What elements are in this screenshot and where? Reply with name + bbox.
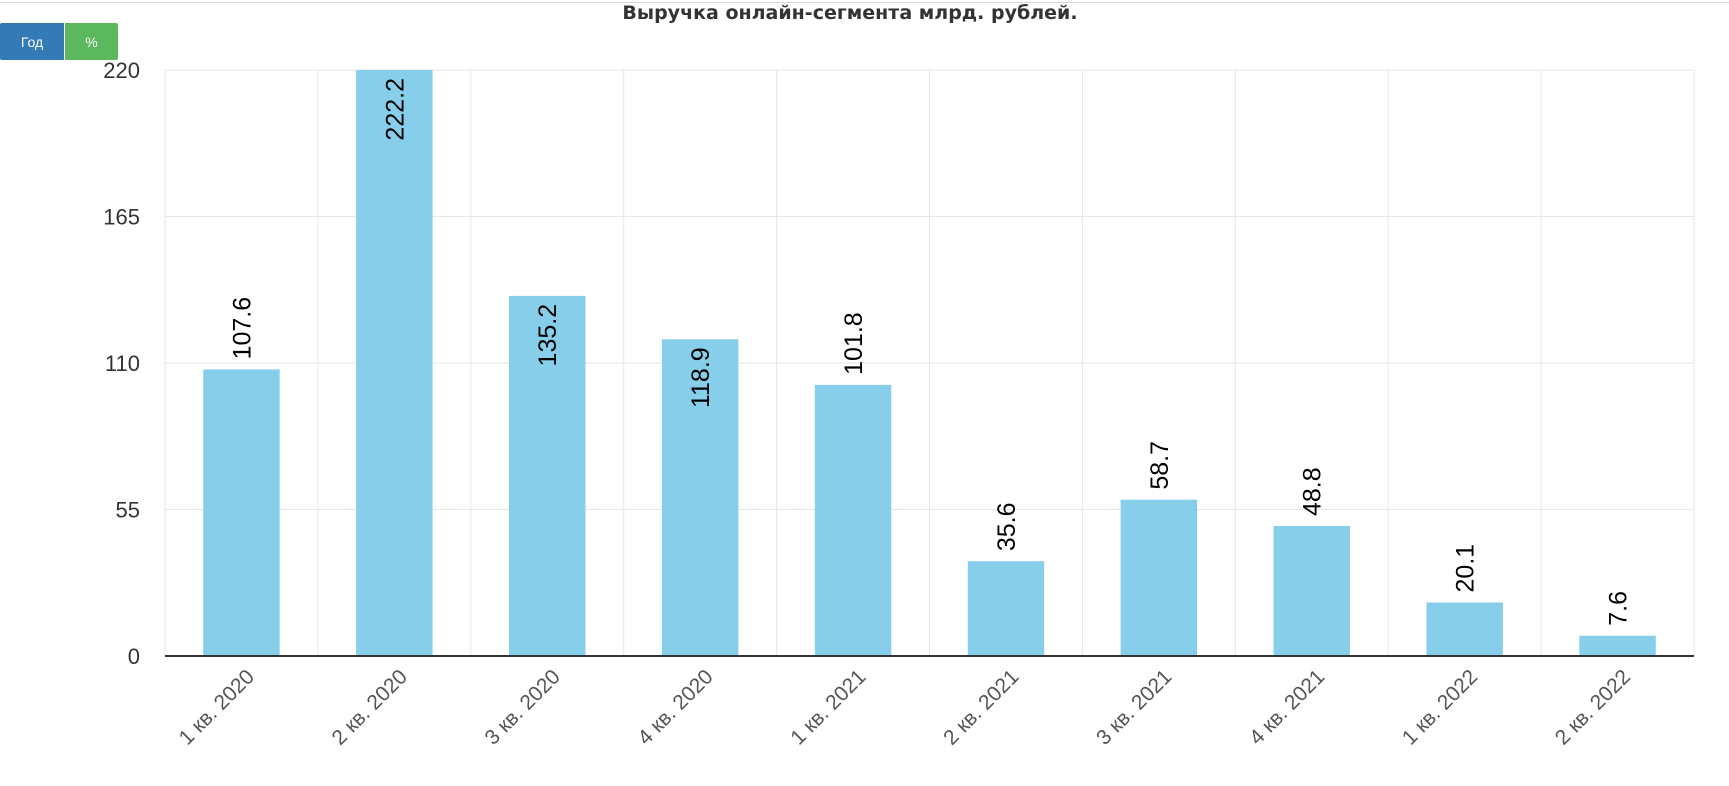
- bar: [1120, 499, 1198, 656]
- y-tick-labels: 0 55 110 165 220: [103, 58, 140, 669]
- bar: [1426, 602, 1503, 656]
- bar: [203, 369, 280, 656]
- data-label: 107.6: [228, 297, 256, 360]
- bar: [967, 561, 1045, 656]
- data-label: 20.1: [1452, 544, 1480, 593]
- period-toggle-group: Год %: [0, 23, 118, 60]
- year-button[interactable]: Год: [0, 23, 64, 60]
- data-label: 118.9: [687, 347, 715, 408]
- x-tick-label: 1 кв. 2022: [1398, 665, 1482, 749]
- data-labels: 107.6 222.2 135.2 118.9 101.8 35.6 58.7 48.8 20.…: [228, 78, 1632, 626]
- x-tick-label: 4 кв. 2021: [1245, 665, 1329, 749]
- x-tick-label: 2 кв. 2020: [328, 665, 412, 749]
- data-label: 101.8: [840, 312, 868, 375]
- bar: [1579, 635, 1656, 656]
- data-label: 58.7: [1146, 441, 1174, 490]
- x-tick-label: 3 кв. 2021: [1092, 665, 1176, 749]
- x-tick-label: 2 кв. 2021: [939, 665, 1023, 749]
- x-tick-label: 1 кв. 2020: [175, 665, 259, 749]
- bar: [356, 70, 433, 656]
- bar: [509, 295, 586, 656]
- x-tick-label: 4 кв. 2020: [633, 665, 717, 749]
- bar: [814, 384, 892, 656]
- bars: [203, 70, 1656, 656]
- x-tick-label: 1 кв. 2021: [786, 665, 870, 749]
- percent-button[interactable]: %: [65, 23, 118, 60]
- y-tick-label: 55: [116, 498, 140, 523]
- data-label: 48.8: [1299, 467, 1327, 516]
- x-tick-label: 3 кв. 2020: [480, 665, 564, 749]
- bar: [1273, 526, 1350, 656]
- data-label: 35.6: [993, 503, 1021, 552]
- data-label: 135.2: [534, 304, 562, 367]
- chart-title: Выручка онлайн-сегмента млрд. рублей.: [622, 2, 1078, 24]
- x-tick-label: 2 кв. 2022: [1551, 665, 1635, 749]
- top-divider: [0, 2, 1729, 3]
- x-tick-labels: 1 кв. 2020 2 кв. 2020 3 кв. 2020 4 кв. 2020…: [175, 665, 1635, 749]
- bar: [661, 339, 739, 656]
- data-label: 7.6: [1605, 591, 1633, 626]
- y-tick-label: 165: [103, 205, 140, 230]
- y-tick-label: 0: [128, 644, 140, 669]
- y-tick-label: 220: [103, 58, 140, 83]
- data-label: 222.2: [381, 78, 409, 141]
- y-tick-label: 110: [105, 351, 140, 376]
